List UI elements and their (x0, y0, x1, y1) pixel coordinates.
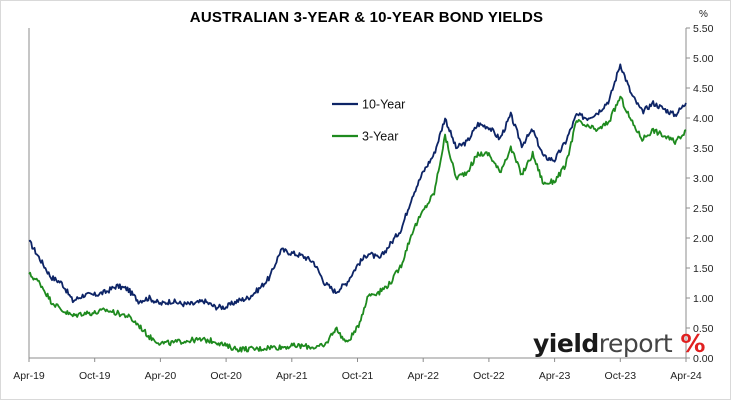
legend-label: 3-Year (362, 130, 398, 144)
y-tick-label: 1.50 (693, 263, 714, 275)
x-tick-label: Apr-24 (670, 370, 702, 382)
x-tick-label: Oct-21 (342, 370, 374, 382)
series-line-3-year (28, 95, 687, 353)
y-tick-label: 3.00 (693, 173, 714, 185)
y-tick-label: 1.00 (693, 293, 714, 305)
legend-label: 10-Year (362, 98, 405, 112)
x-tick-label: Apr-20 (145, 370, 177, 382)
x-tick-label: Apr-19 (13, 370, 45, 382)
y-tick-label: 2.50 (693, 203, 714, 215)
brand-main: yield (533, 329, 599, 358)
y-tick-label: 0.00 (693, 353, 714, 365)
x-tick-label: Oct-23 (605, 370, 637, 382)
x-tick-label: Oct-19 (79, 370, 111, 382)
x-tick-label: Apr-23 (539, 370, 571, 382)
y-tick-label: 0.50 (693, 323, 714, 335)
x-tick-label: Oct-22 (473, 370, 505, 382)
y-tick-label: 5.00 (693, 53, 714, 65)
yieldreport-logo: yieldreport % (533, 329, 705, 358)
y-tick-label: 5.50 (693, 23, 714, 35)
series-line-10-year (28, 63, 687, 311)
y-tick-label: 3.50 (693, 143, 714, 155)
y-tick-label: 4.50 (693, 83, 714, 95)
chart-title: AUSTRALIAN 3-YEAR & 10-YEAR BOND YIELDS (189, 9, 544, 26)
x-tick-label: Oct-20 (210, 370, 242, 382)
brand-percent-icon: % (680, 329, 705, 358)
y-tick-label: 4.00 (693, 113, 714, 125)
x-tick-label: Apr-22 (407, 370, 439, 382)
x-tick-label: Apr-21 (276, 370, 308, 382)
brand-light: report (598, 329, 673, 358)
y-axis-unit-label: % (699, 9, 708, 20)
y-tick-label: 2.00 (693, 233, 714, 245)
